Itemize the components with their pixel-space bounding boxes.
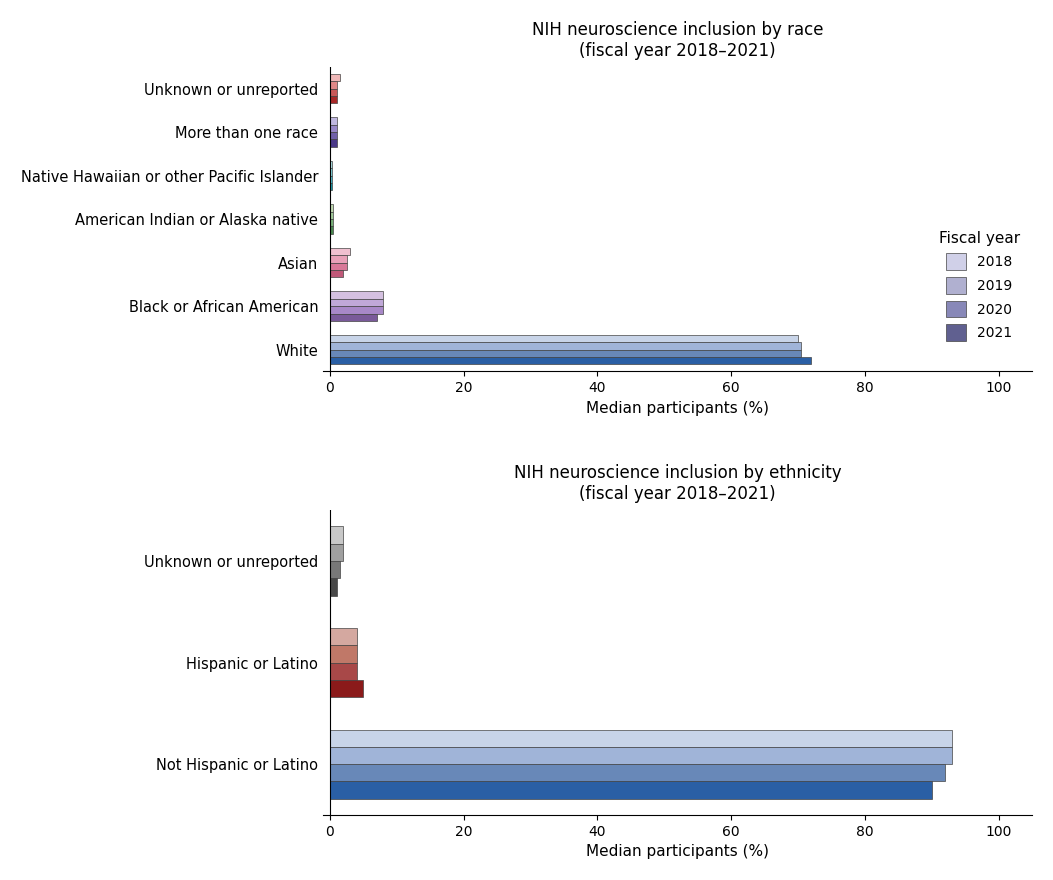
Bar: [330, 764, 946, 781]
Bar: [330, 96, 337, 103]
Bar: [330, 248, 350, 255]
Bar: [330, 561, 340, 578]
Bar: [330, 291, 383, 298]
Bar: [330, 349, 801, 357]
Bar: [330, 219, 333, 226]
Bar: [330, 306, 383, 313]
Bar: [330, 117, 337, 125]
X-axis label: Median participants (%): Median participants (%): [587, 400, 769, 415]
Bar: [330, 132, 337, 139]
Bar: [330, 262, 346, 270]
Title: NIH neuroscience inclusion by ethnicity
(fiscal year 2018–2021): NIH neuroscience inclusion by ethnicity …: [514, 465, 841, 503]
Bar: [330, 645, 357, 663]
Bar: [330, 161, 332, 168]
Bar: [330, 730, 952, 747]
Bar: [330, 526, 343, 544]
Bar: [330, 226, 333, 234]
Bar: [330, 168, 332, 175]
Bar: [330, 313, 377, 321]
Legend: 2018, 2019, 2020, 2021: 2018, 2019, 2020, 2021: [933, 225, 1026, 347]
Bar: [330, 89, 337, 96]
Bar: [330, 342, 801, 349]
Bar: [330, 175, 332, 183]
Bar: [330, 747, 952, 764]
Bar: [330, 298, 383, 306]
Title: NIH neuroscience inclusion by race
(fiscal year 2018–2021): NIH neuroscience inclusion by race (fisc…: [532, 21, 823, 60]
Bar: [330, 335, 798, 342]
X-axis label: Median participants (%): Median participants (%): [587, 844, 769, 859]
Bar: [330, 544, 343, 561]
Bar: [330, 628, 357, 645]
Bar: [330, 357, 812, 364]
Bar: [330, 255, 346, 262]
Bar: [330, 125, 337, 132]
Bar: [330, 81, 337, 89]
Bar: [330, 578, 337, 596]
Bar: [330, 183, 332, 190]
Bar: [330, 680, 363, 697]
Bar: [330, 781, 932, 799]
Bar: [330, 663, 357, 680]
Bar: [330, 212, 333, 219]
Bar: [330, 270, 343, 277]
Bar: [330, 204, 333, 212]
Bar: [330, 139, 337, 147]
Bar: [330, 74, 340, 81]
